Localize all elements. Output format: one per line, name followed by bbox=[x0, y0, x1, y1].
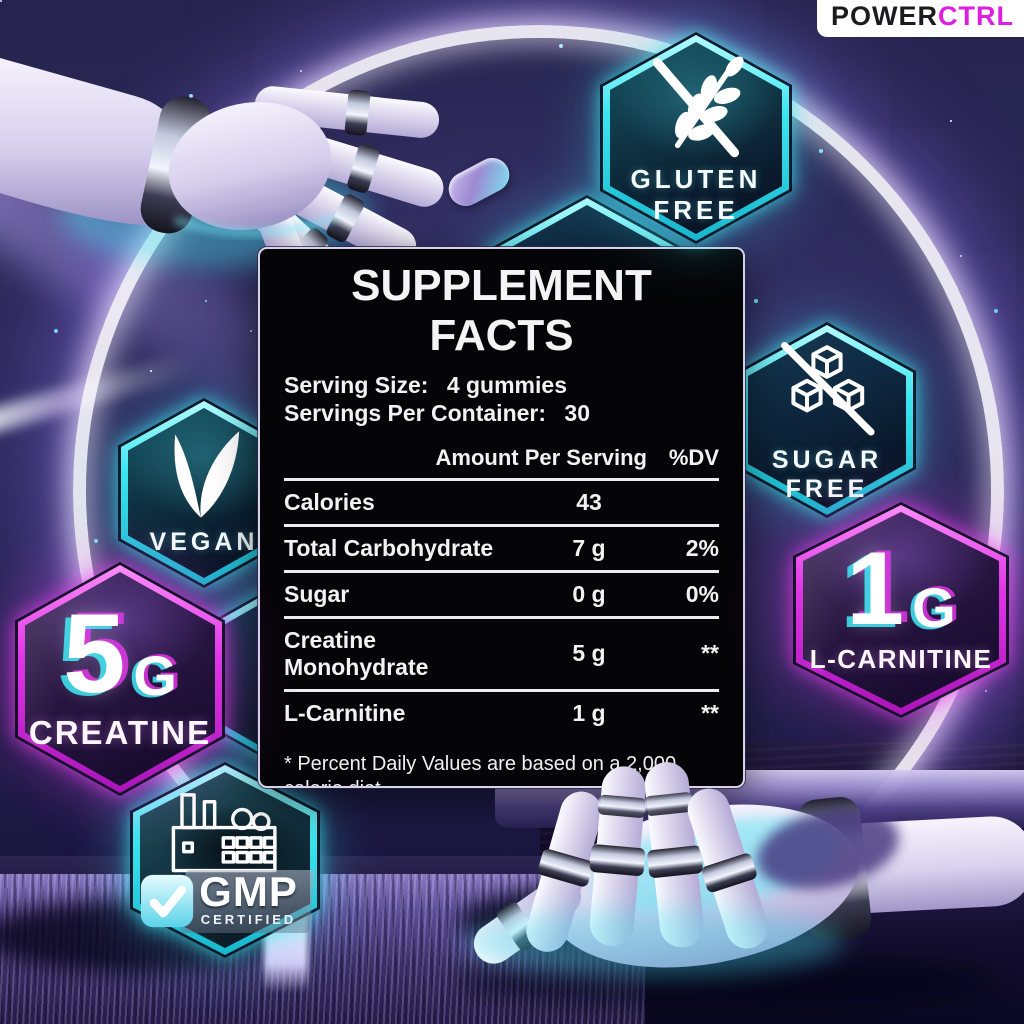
badge-gmp-label: GMP bbox=[198, 867, 298, 915]
leaf-icon bbox=[174, 431, 240, 518]
badge-sugar-free-label-1: SUGAR bbox=[771, 445, 883, 474]
badge-vegan-label: VEGAN bbox=[149, 528, 259, 557]
serving-size-label: Serving Size: bbox=[284, 372, 429, 398]
sugar-cubes-slash-icon bbox=[781, 341, 875, 436]
factory-icon bbox=[171, 792, 277, 872]
badge-l-carnitine-1g: 1 G L-CARNITINE bbox=[793, 502, 1009, 718]
gmp-banner: GMP CERTIFIED bbox=[179, 867, 315, 933]
creatine-amount: 5 bbox=[63, 591, 126, 717]
badge-sugar-free-label-2: FREE bbox=[785, 475, 869, 503]
column-amount-per-serving: Amount Per Serving bbox=[435, 444, 647, 470]
row-name: Sugar bbox=[284, 580, 350, 607]
badge-gluten-free: GLUTEN FREE bbox=[600, 32, 792, 244]
row-amount: 5 g bbox=[572, 640, 606, 667]
servings-per-container-label: Servings Per Container: bbox=[284, 400, 547, 427]
l-carnitine-amount: 1 bbox=[846, 531, 905, 648]
badge-sugar-free: SUGAR FREE bbox=[738, 322, 916, 518]
row-amount: 0 g bbox=[572, 580, 606, 607]
badge-gluten-free-label-1: GLUTEN bbox=[630, 164, 762, 195]
row-dv: 0% bbox=[685, 580, 719, 607]
row-amount: 1 g bbox=[572, 699, 606, 726]
row-name: Total Carbohydrate bbox=[284, 534, 494, 561]
wheat-slash-icon bbox=[652, 56, 744, 158]
row-dv: ** bbox=[701, 699, 719, 726]
panel-title: SUPPLEMENT FACTS bbox=[351, 261, 652, 360]
row-dv: 2% bbox=[685, 534, 719, 561]
row-name: L-Carnitine bbox=[284, 699, 406, 726]
l-carnitine-unit: G bbox=[912, 576, 956, 640]
creatine-unit: G bbox=[133, 644, 177, 707]
star-particles bbox=[0, 0, 2, 2]
table-row: Creatine Monohydrate 5 g ** bbox=[284, 619, 719, 692]
row-dv: ** bbox=[701, 640, 719, 667]
column-dv: %DV bbox=[668, 444, 719, 470]
badge-l-carnitine-label: L-CARNITINE bbox=[809, 643, 993, 674]
badge-gmp-sublabel: CERTIFIED bbox=[200, 911, 296, 927]
table-row: Sugar 0 g 0% bbox=[284, 573, 719, 619]
row-name: Creatine Monohydrate bbox=[284, 626, 429, 680]
row-amount: 43 bbox=[576, 488, 602, 515]
servings-per-container-value: 30 bbox=[564, 400, 591, 427]
badge-creatine-label: CREATINE bbox=[28, 713, 212, 751]
badge-gluten-free-label-2: FREE bbox=[653, 195, 739, 225]
table-row: Total Carbohydrate 7 g 2% bbox=[284, 527, 719, 573]
brand-logo: POWERCTRL bbox=[817, 0, 1024, 37]
brand-logo-power: POWER bbox=[831, 1, 939, 31]
row-amount: 7 g bbox=[572, 534, 606, 561]
robot-hand-bottom bbox=[454, 762, 1024, 1008]
supplement-facts-panel: SUPPLEMENT FACTS Serving Size: 4 gummies… bbox=[258, 247, 745, 788]
brand-logo-ctrl: CTRL bbox=[938, 1, 1014, 31]
checkmark-icon bbox=[140, 874, 193, 928]
serving-size-value: 4 gummies bbox=[446, 372, 567, 398]
row-name: Calories bbox=[284, 488, 375, 515]
table-row: Calories 43 bbox=[284, 481, 719, 527]
table-row: L-Carnitine 1 g ** bbox=[284, 692, 719, 735]
table-header: Amount Per Serving %DV bbox=[284, 441, 719, 481]
badge-creatine-5g: 5 G CREATINE bbox=[15, 562, 225, 796]
